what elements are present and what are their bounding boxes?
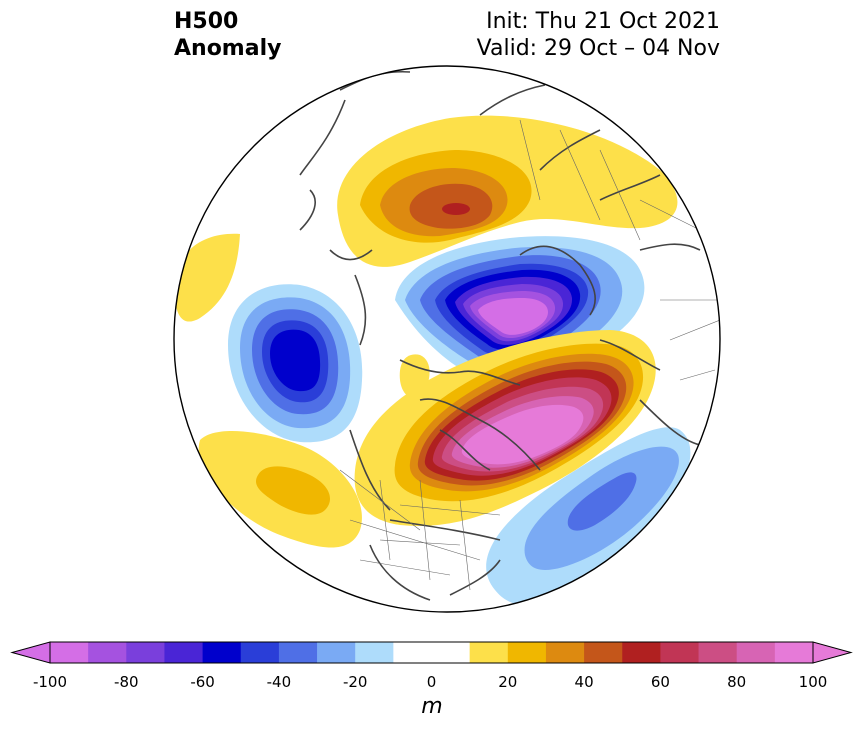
colorbar-segment [393, 642, 432, 663]
colorbar-segment [317, 642, 356, 663]
positive-anomaly-east-pacific [198, 430, 362, 548]
colorbar-segment [698, 642, 738, 663]
colorbar-segment [355, 642, 394, 663]
colorbar-extend-high [812, 641, 853, 664]
colorbar-segment [507, 642, 547, 663]
colorbar-extend-low [10, 641, 51, 664]
colorbar-tick-label: 40 [574, 673, 594, 691]
positive-anomaly-coast [399, 354, 430, 399]
title-variable: H500 [174, 9, 239, 34]
colorbar-tick-label: -20 [342, 673, 368, 691]
borders [339, 119, 720, 591]
colorbar-tick-label: 100 [798, 673, 828, 691]
colorbar-tick-label: -80 [114, 673, 139, 691]
colorbar-segment [431, 642, 471, 663]
colorbar-tick-label: 20 [498, 673, 518, 691]
colorbar-segment [126, 642, 165, 663]
colorbar-tick-label: 60 [650, 673, 670, 691]
colorbar-units-label: m [421, 694, 443, 719]
colorbar-tick-label: 0 [426, 673, 437, 691]
colorbar-tick-label: -100 [32, 673, 68, 691]
positive-anomaly-siberia [337, 115, 678, 267]
colorbar-segment [660, 642, 700, 663]
chart-title-right: Init: Thu 21 Oct 2021 Valid: 29 Oct – 04… [477, 8, 720, 62]
title-field: Anomaly [174, 36, 282, 61]
negative-anomaly-gulf-of-alaska [228, 284, 363, 443]
title-valid-range: Valid: 29 Oct – 04 Nov [476, 36, 720, 61]
colorbar-segment [240, 642, 280, 663]
colorbar-tick-label: -40 [266, 673, 292, 691]
colorbar-segment [50, 642, 89, 663]
colorbar-segment [545, 642, 585, 663]
colorbar-segment [622, 642, 661, 663]
title-init-date: Init: Thu 21 Oct 2021 [486, 9, 720, 34]
colorbar-tick-label: 80 [727, 673, 747, 691]
colorbar-outline [49, 641, 814, 664]
colorbar [10, 641, 853, 664]
colorbar-segments [10, 641, 853, 664]
negative-anomaly-north-atlantic [486, 427, 691, 606]
colorbar-segment [278, 642, 318, 663]
positive-anomaly-west-pacific [175, 233, 240, 322]
colorbar-segment [736, 642, 776, 663]
colorbar-segment [164, 642, 204, 663]
colorbar-segment [88, 642, 127, 663]
polar-anomaly-map [173, 65, 721, 613]
colorbar-tick-label: -60 [190, 673, 215, 691]
globe-boundary [173, 65, 721, 613]
colorbar-segment [469, 642, 509, 663]
colorbar-segment [774, 642, 814, 663]
colorbar-segment [202, 642, 242, 663]
positive-anomaly-canada [354, 330, 656, 526]
chart-title-left: H500 Anomaly [174, 8, 281, 62]
anomaly-contours [175, 115, 691, 606]
colorbar-segment [584, 642, 623, 663]
